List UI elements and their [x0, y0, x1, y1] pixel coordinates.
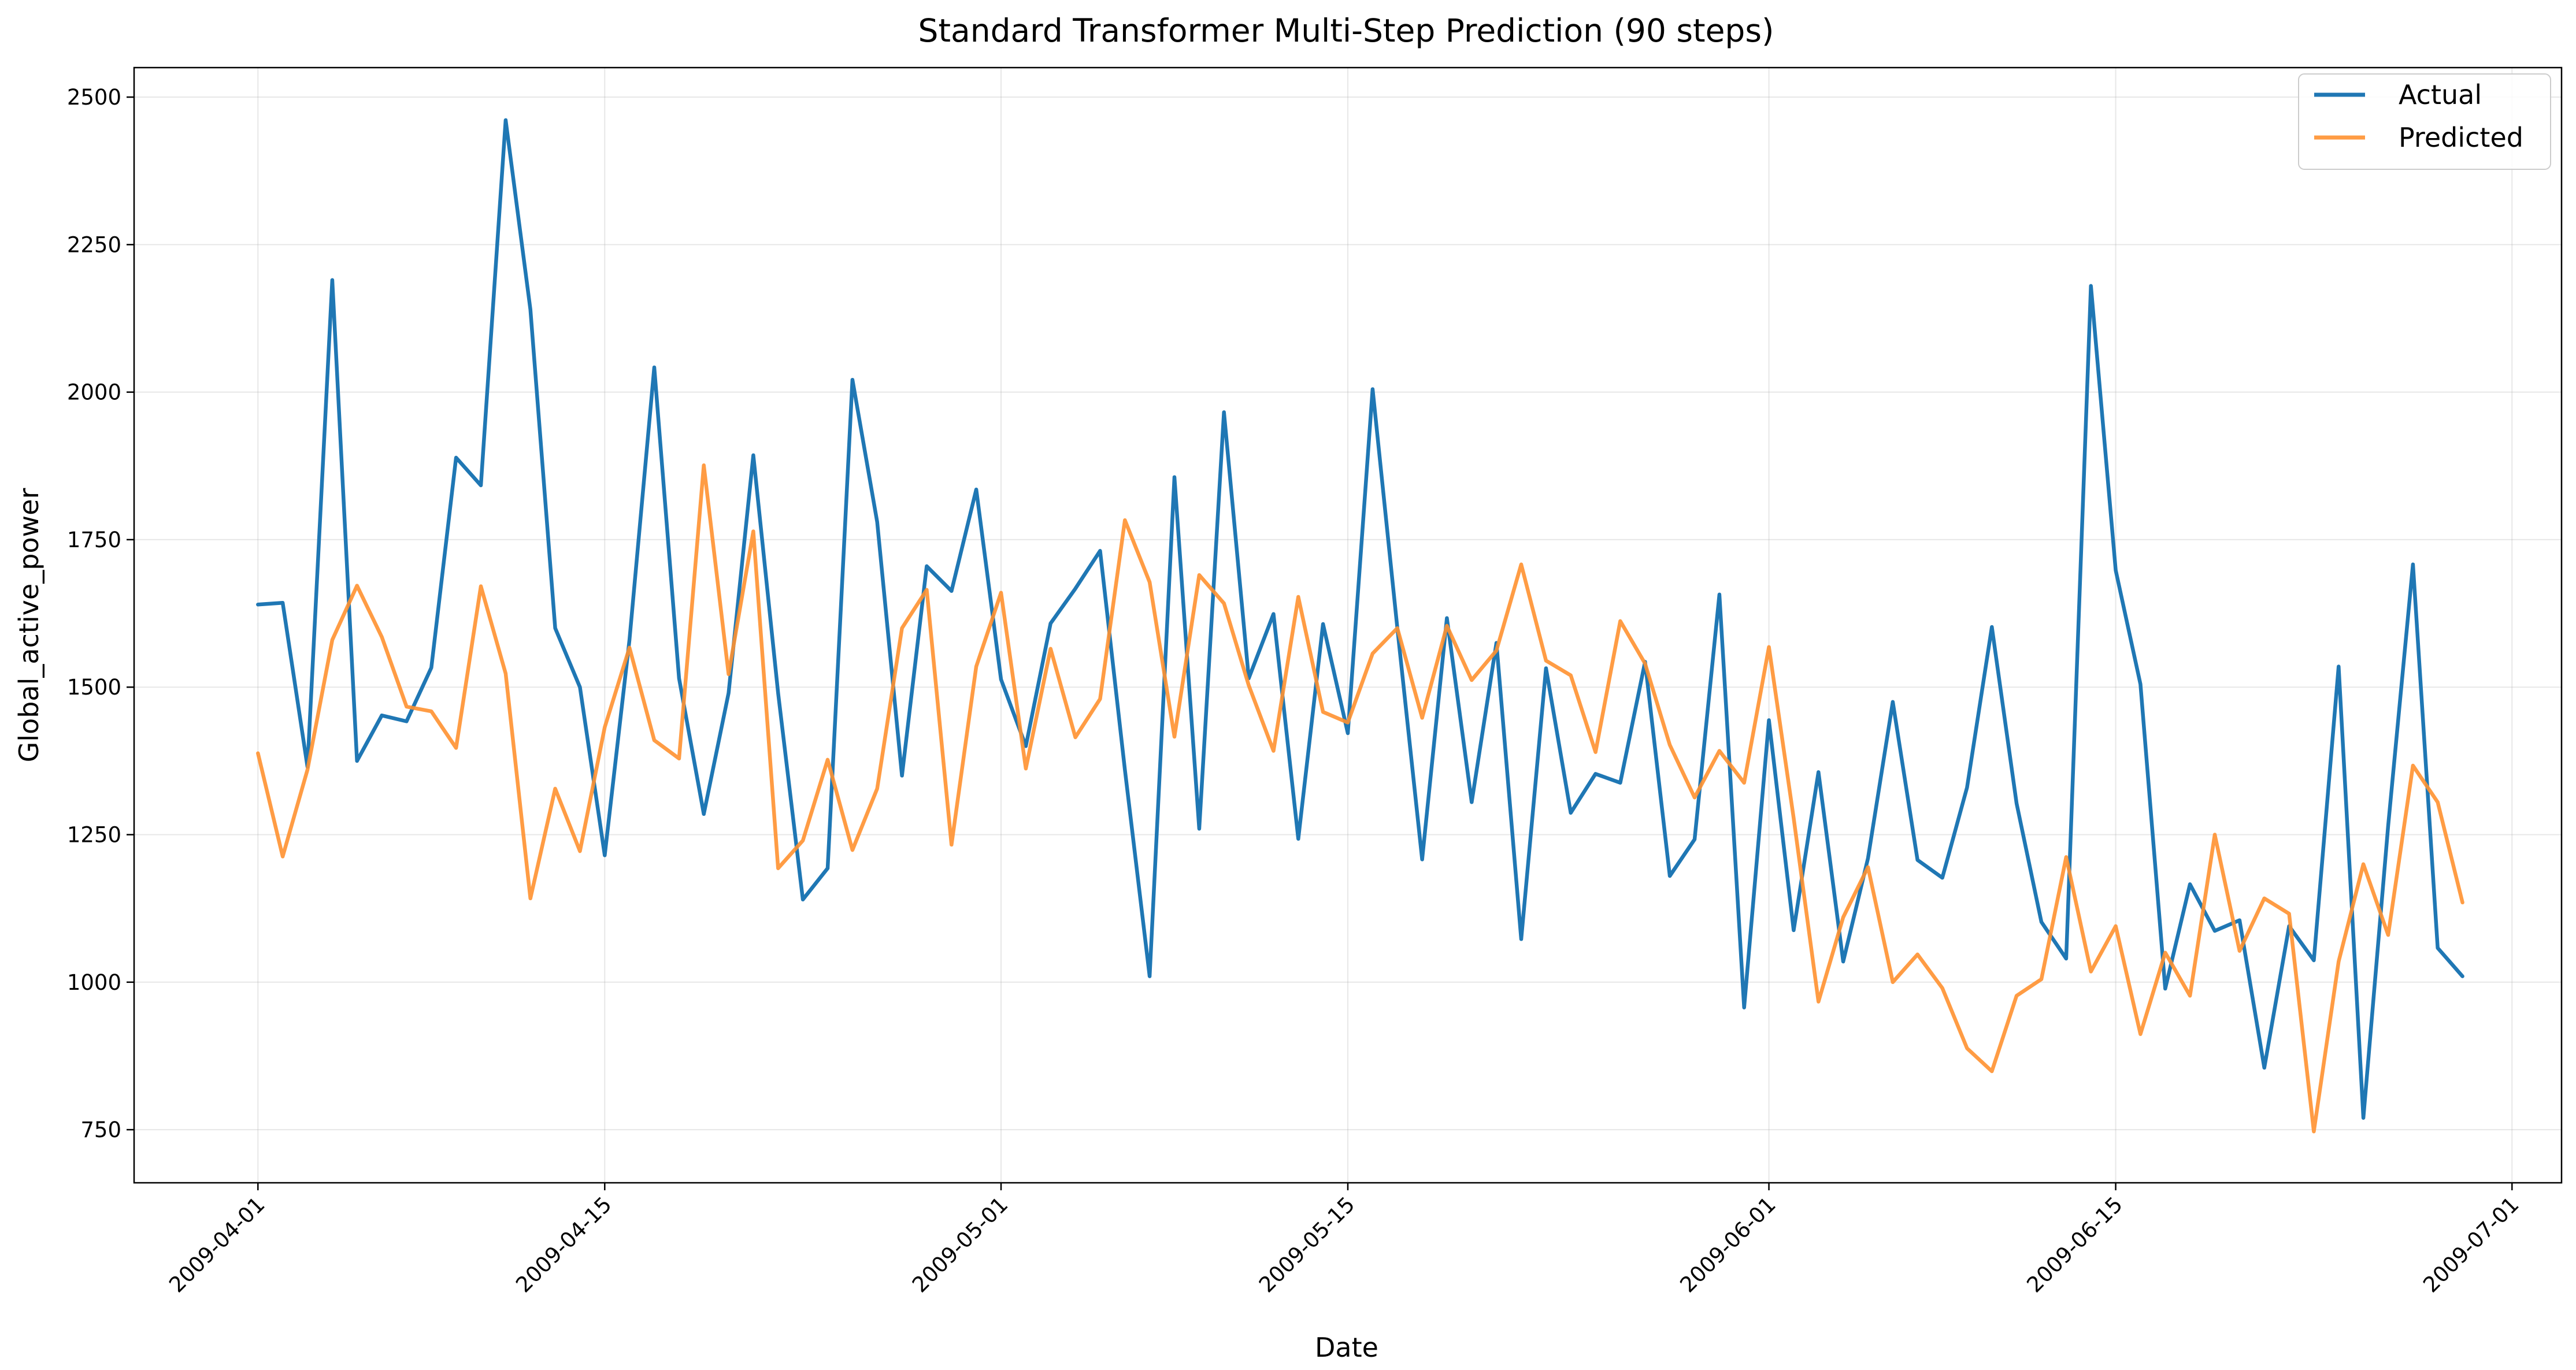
series-line-predicted [256, 463, 2464, 1134]
x-axis-title: Date [1315, 1332, 1378, 1363]
legend: Actual Predicted [2298, 73, 2551, 170]
y-tick-label: 2250 [67, 232, 121, 257]
legend-label-actual: Actual [2399, 79, 2482, 110]
y-tick-label: 2000 [67, 380, 121, 405]
y-tick-label: 1500 [67, 675, 121, 700]
y-tick-label: 750 [80, 1117, 121, 1142]
series-layer [256, 118, 2464, 1134]
y-tick-label: 2500 [67, 85, 121, 110]
y-tick-label: 1000 [67, 970, 121, 995]
y-tick-label: 1250 [67, 823, 121, 848]
series-line-actual [256, 118, 2464, 1120]
y-tick-label: 1750 [67, 528, 121, 552]
y-axis-title: Global_active_power [13, 488, 45, 763]
legend-label-predicted: Predicted [2399, 122, 2523, 153]
chart-title: Standard Transformer Multi-Step Predicti… [918, 12, 1774, 49]
legend-box [2298, 73, 2551, 170]
